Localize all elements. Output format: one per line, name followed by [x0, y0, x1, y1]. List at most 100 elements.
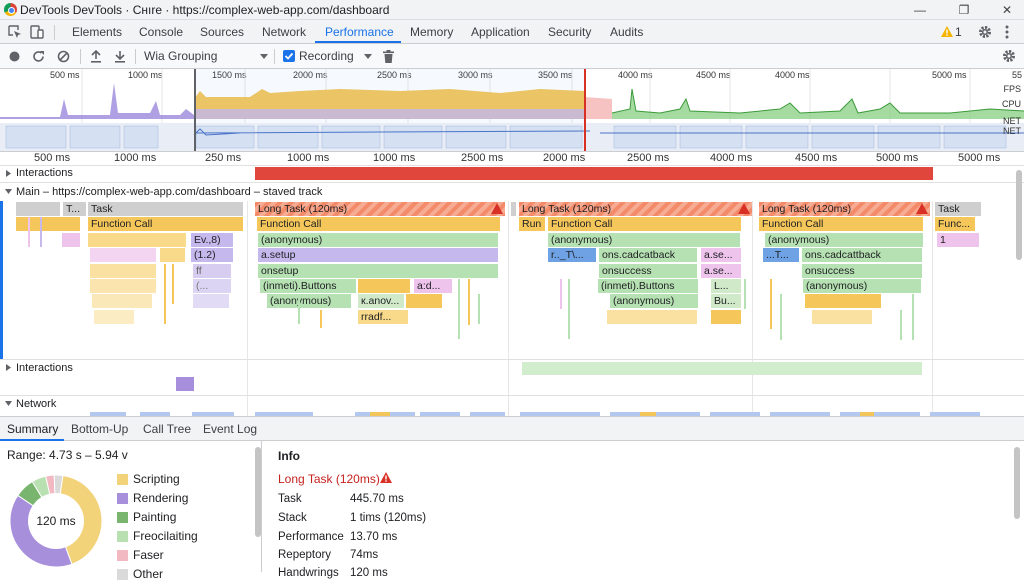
flame-block[interactable]: onsuccess: [599, 264, 697, 278]
tab-security[interactable]: Security: [548, 25, 592, 39]
trash-icon[interactable]: [383, 50, 394, 63]
grouping-select[interactable]: Wia Grouping: [144, 49, 218, 63]
record-icon[interactable]: [9, 51, 20, 62]
warning-icon[interactable]: [941, 26, 953, 37]
tab-sources[interactable]: Sources: [200, 25, 245, 39]
flame-block[interactable]: (anonymous): [610, 294, 698, 308]
minimize-icon[interactable]: —: [914, 3, 926, 17]
flame-block[interactable]: a:d...: [414, 279, 452, 293]
warnings-count[interactable]: 1: [955, 25, 962, 39]
flame-chart[interactable]: Interactions Main – https://complex-web-…: [0, 166, 1024, 417]
interaction-bar[interactable]: [255, 167, 933, 180]
flame-block[interactable]: [88, 233, 186, 247]
flame-block[interactable]: [406, 294, 442, 308]
interactions-track-label-2[interactable]: Interactions: [16, 362, 73, 374]
flame-block[interactable]: Bu...: [711, 294, 741, 308]
flame-block[interactable]: Function Call: [759, 217, 923, 231]
flame-block[interactable]: (...: [193, 279, 231, 293]
recording-label[interactable]: Recording: [299, 49, 354, 63]
flame-block[interactable]: (inmeti).Buttons: [260, 279, 356, 293]
flame-block[interactable]: [358, 279, 410, 293]
summary-scrollbar[interactable]: [255, 447, 261, 537]
flame-block[interactable]: Task: [88, 202, 243, 216]
flame-block[interactable]: [607, 310, 697, 324]
tab-audits[interactable]: Audits: [610, 25, 644, 39]
tab-memory[interactable]: Memory: [410, 25, 454, 39]
capture-settings-gear-icon[interactable]: [1002, 49, 1016, 63]
flame-block[interactable]: rradf...: [358, 310, 408, 324]
flame-block[interactable]: Run: [519, 217, 545, 231]
long-task-block[interactable]: Long Task (120ms): [255, 202, 505, 216]
flame-block[interactable]: Function Call: [548, 217, 741, 231]
flame-block[interactable]: (anonymous): [258, 233, 498, 247]
flame-block[interactable]: ons.cadcattback: [802, 248, 922, 262]
tab-application[interactable]: Application: [471, 25, 530, 39]
inspect-element-icon[interactable]: [8, 25, 22, 39]
main-track-label[interactable]: Main – https://complex-web-app.com/dashb…: [16, 186, 323, 198]
interactions-track-label[interactable]: Interactions: [16, 167, 73, 179]
interaction-segment[interactable]: [176, 377, 194, 391]
flame-block[interactable]: T...: [63, 202, 86, 216]
flame-block[interactable]: (anonymous): [267, 294, 351, 308]
flame-block[interactable]: [812, 310, 872, 324]
close-icon[interactable]: ✕: [1001, 3, 1013, 17]
flame-block[interactable]: [92, 294, 152, 308]
flame-block[interactable]: [711, 310, 741, 324]
flame-block[interactable]: (1.2): [191, 248, 233, 262]
network-track-label[interactable]: Network: [16, 398, 57, 410]
interaction-segment[interactable]: [522, 362, 922, 375]
reload-icon[interactable]: [32, 50, 45, 63]
flame-block[interactable]: ons.cadcatback: [599, 248, 697, 262]
info-scrollbar[interactable]: [1014, 447, 1020, 519]
flame-block[interactable]: (anonymous): [803, 279, 921, 293]
flame-block[interactable]: [805, 294, 881, 308]
flame-block[interactable]: [16, 217, 80, 231]
tab-console[interactable]: Console: [139, 25, 184, 39]
flame-block[interactable]: [16, 202, 60, 216]
device-toolbar-icon[interactable]: [30, 25, 44, 39]
long-task-block[interactable]: Long Task (120ms): [759, 202, 930, 216]
recording-checkbox[interactable]: [283, 50, 295, 62]
flame-block[interactable]: (anonymous): [765, 233, 923, 247]
tab-bottom-up[interactable]: Bottom-Up: [71, 422, 129, 436]
chevron-down-icon[interactable]: [260, 54, 268, 59]
flame-block[interactable]: Ev.,8): [191, 233, 233, 247]
flame-block[interactable]: [90, 279, 156, 293]
flame-block[interactable]: Function Call: [88, 217, 243, 231]
expand-arrow-icon[interactable]: [6, 170, 11, 177]
collapse-arrow-icon[interactable]: [5, 189, 12, 194]
tab-network[interactable]: Network: [262, 25, 307, 39]
flame-block[interactable]: [90, 264, 156, 278]
tab-elements[interactable]: Elements: [72, 25, 123, 39]
maximize-icon[interactable]: ❐: [958, 3, 970, 17]
download-icon[interactable]: [114, 50, 126, 63]
flame-block[interactable]: [94, 310, 134, 324]
flame-block[interactable]: [511, 202, 516, 216]
clear-icon[interactable]: [57, 50, 70, 63]
flame-block[interactable]: [193, 294, 229, 308]
flame-block[interactable]: [62, 233, 80, 247]
flame-block[interactable]: a.setup: [258, 248, 498, 262]
flame-block[interactable]: r.._T\...: [548, 248, 596, 262]
flame-block[interactable]: 1: [937, 233, 979, 247]
flame-block[interactable]: Function Call: [257, 217, 500, 231]
tab-summary[interactable]: Summary: [7, 422, 59, 436]
flame-block[interactable]: onsuccess: [802, 264, 922, 278]
flame-block[interactable]: (anonymous): [548, 233, 740, 247]
more-options-icon[interactable]: [1004, 25, 1010, 39]
timeline-overview[interactable]: 500 ms 1000 ms 1500 ms 2000 ms 2500 ms 3…: [0, 69, 1024, 152]
flame-block[interactable]: Task: [935, 202, 981, 216]
expand-arrow-icon[interactable]: [6, 364, 11, 371]
tab-call-tree[interactable]: Call Tree: [143, 422, 192, 436]
flame-block[interactable]: a.se...: [701, 264, 741, 278]
flame-block[interactable]: [160, 248, 185, 262]
flame-block[interactable]: onsetup: [258, 264, 498, 278]
flame-block[interactable]: к.anov...: [358, 294, 404, 308]
flame-chart-scrollbar[interactable]: [1016, 170, 1022, 260]
chevron-down-icon[interactable]: [364, 54, 372, 59]
flame-block[interactable]: ...T...: [763, 248, 799, 262]
collapse-arrow-icon[interactable]: [5, 401, 12, 406]
flame-block[interactable]: Func...: [935, 217, 975, 231]
flame-block[interactable]: L...: [711, 279, 741, 293]
upload-icon[interactable]: [90, 50, 102, 63]
